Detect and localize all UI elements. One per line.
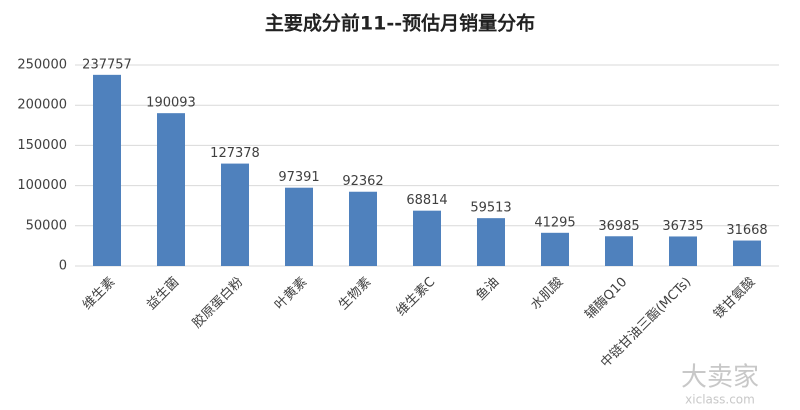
bar xyxy=(477,218,505,266)
watermark-url: xiclass.com xyxy=(685,393,755,407)
y-tick-label: 0 xyxy=(59,259,67,274)
bar xyxy=(285,187,313,266)
bar xyxy=(605,236,633,266)
data-label: 36985 xyxy=(598,219,639,234)
data-label: 68814 xyxy=(406,193,447,208)
bar xyxy=(413,210,441,266)
chart-title: 主要成分前11--预估月销量分布 xyxy=(265,12,535,35)
data-label: 237757 xyxy=(82,57,132,72)
data-label: 31668 xyxy=(726,223,767,238)
data-label: 41295 xyxy=(534,215,575,230)
bar xyxy=(157,113,185,267)
bar xyxy=(349,191,377,266)
y-tick-label: 200000 xyxy=(17,98,67,113)
data-label: 59513 xyxy=(470,201,511,216)
bar xyxy=(221,163,249,266)
bar xyxy=(733,240,761,266)
y-tick-label: 100000 xyxy=(17,178,67,193)
data-label: 36735 xyxy=(662,219,703,234)
data-label: 92362 xyxy=(342,174,383,189)
data-label: 127378 xyxy=(210,146,260,161)
y-tick-label: 150000 xyxy=(17,138,67,153)
data-label: 190093 xyxy=(146,96,196,111)
bar xyxy=(93,74,121,266)
y-tick-label: 250000 xyxy=(17,58,67,73)
bar xyxy=(541,232,569,266)
data-label: 97391 xyxy=(278,170,319,185)
bar xyxy=(669,236,697,266)
y-tick-label: 50000 xyxy=(26,218,67,233)
watermark: 大卖家 xyxy=(681,363,759,393)
